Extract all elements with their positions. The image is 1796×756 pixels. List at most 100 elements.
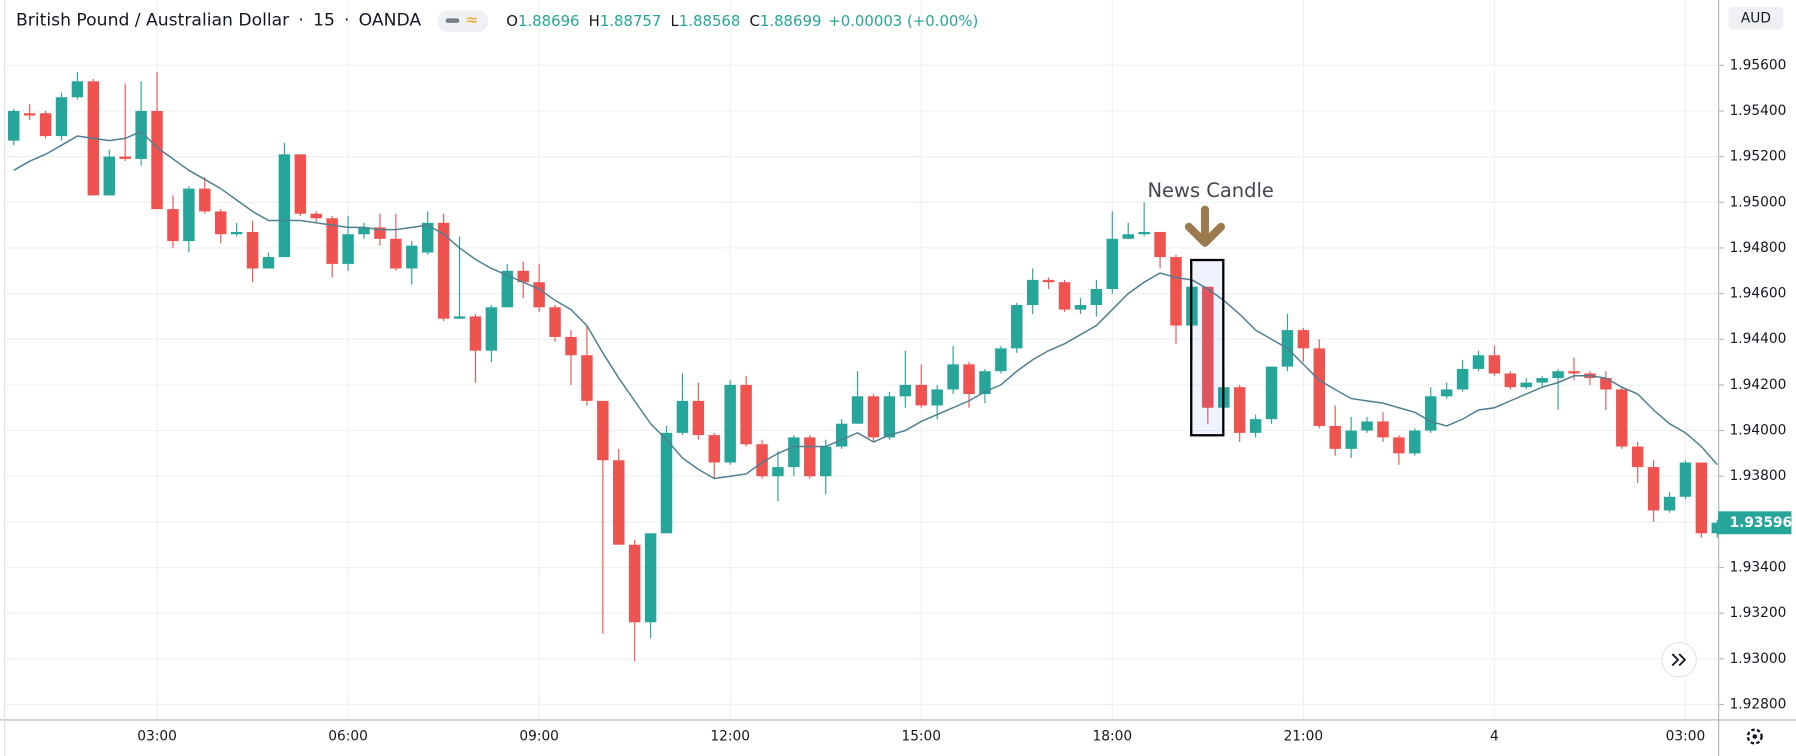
scroll-icon (1671, 653, 1687, 667)
candle-body (867, 396, 880, 438)
ohlc-label: H (589, 12, 600, 30)
candle-body (39, 113, 52, 137)
separator: · (344, 11, 349, 31)
candle-body (71, 81, 84, 98)
y-tick-label: 1.95000 (1730, 194, 1787, 210)
y-tick-label: 1.94600 (1730, 286, 1787, 302)
candle-body (1249, 419, 1262, 433)
annotation: News Candle (1147, 179, 1273, 202)
candle-body (947, 364, 959, 390)
candle-body (1011, 304, 1023, 349)
candle-body (1616, 389, 1628, 447)
candle-body (915, 384, 927, 406)
candle-body (963, 364, 975, 395)
candle-body (246, 231, 259, 269)
x-tick-label: 09:00 (519, 729, 559, 745)
candle-body (358, 227, 370, 235)
last-price-label: 1.93596 (1730, 515, 1793, 531)
candle-body (1488, 355, 1501, 374)
candle-body (262, 257, 275, 269)
candle-body (1536, 378, 1548, 383)
candle-body (199, 188, 211, 212)
candle-body (565, 336, 577, 356)
candle-body (326, 218, 338, 264)
candle-body (1440, 389, 1453, 397)
settings-icon[interactable] (1746, 728, 1763, 745)
candle-body (167, 209, 179, 242)
separator: · (298, 11, 303, 31)
candle-body (1393, 437, 1405, 454)
indicator-toggle[interactable] (437, 10, 488, 33)
candle-body (549, 307, 561, 337)
candle-body (119, 156, 131, 159)
candle-body (1154, 231, 1166, 258)
x-tick-label: 06:00 (328, 729, 368, 745)
candle-body (613, 460, 625, 545)
candle-body (772, 467, 784, 477)
candle-body (1663, 496, 1676, 511)
y-tick-label: 1.93400 (1730, 560, 1787, 576)
y-tick-label: 1.92800 (1730, 696, 1787, 712)
ohlc-value: 1.88696 (518, 12, 580, 30)
candle-body (230, 231, 243, 235)
ohlc-value: 1.88568 (679, 12, 741, 30)
candle-body (453, 316, 466, 319)
candle-body (1377, 421, 1389, 438)
y-tick-label: 1.95600 (1730, 57, 1787, 73)
candle-body (740, 384, 752, 445)
candle-body (899, 384, 912, 397)
candle-body (8, 110, 20, 141)
candle-body (533, 282, 545, 308)
candle-body (628, 544, 641, 623)
candle-body (1695, 462, 1708, 534)
candle-body (756, 444, 768, 477)
moving-average (13, 130, 1718, 480)
source: OANDA (359, 11, 422, 31)
candle-body (1122, 234, 1134, 239)
candle-body (883, 396, 896, 438)
candle-body (1074, 304, 1087, 310)
settings-icon-center (1752, 734, 1758, 739)
candle-body (278, 154, 291, 258)
candle-body (517, 270, 529, 283)
candle-body (23, 113, 36, 116)
candle-body (390, 238, 402, 269)
candle-body (151, 110, 163, 210)
candle-body (469, 316, 482, 351)
currency-box[interactable] (1728, 6, 1784, 30)
x-tick-label: 12:00 (710, 729, 750, 745)
candle-body (692, 400, 705, 436)
candle-body (1026, 279, 1039, 305)
candle-body (1202, 286, 1214, 408)
candle-body (1647, 467, 1660, 511)
y-tick-label: 1.93800 (1730, 468, 1787, 484)
candle-body (1345, 430, 1357, 449)
candle-body (1313, 348, 1326, 426)
candle-body (835, 423, 848, 447)
candle-body (1520, 382, 1532, 388)
candle-body (1297, 330, 1310, 349)
y-tick-label: 1.94800 (1730, 240, 1787, 256)
x-tick-label: 03:00 (1666, 729, 1706, 745)
highlight-box (1190, 258, 1225, 437)
candle-body (1711, 522, 1724, 534)
candle-body (421, 222, 434, 253)
candle-body (1600, 378, 1612, 390)
candle-body (660, 432, 673, 534)
x-tick-label: 03:00 (137, 729, 177, 745)
candle-body (804, 437, 816, 477)
candle-body (485, 307, 498, 351)
candle-body (676, 400, 689, 433)
candle-body (931, 389, 943, 406)
candle-body (708, 435, 721, 463)
candle-body (55, 97, 68, 137)
y-tick-label: 1.95200 (1730, 149, 1787, 165)
candle-body (1090, 289, 1103, 305)
ohlc-label: C (750, 12, 760, 30)
y-tick-label: 1.94400 (1730, 331, 1787, 347)
candle-body (183, 188, 195, 242)
candle-body (294, 154, 307, 214)
axes: 1.928001.930001.932001.934001.936001.938… (137, 57, 1792, 744)
